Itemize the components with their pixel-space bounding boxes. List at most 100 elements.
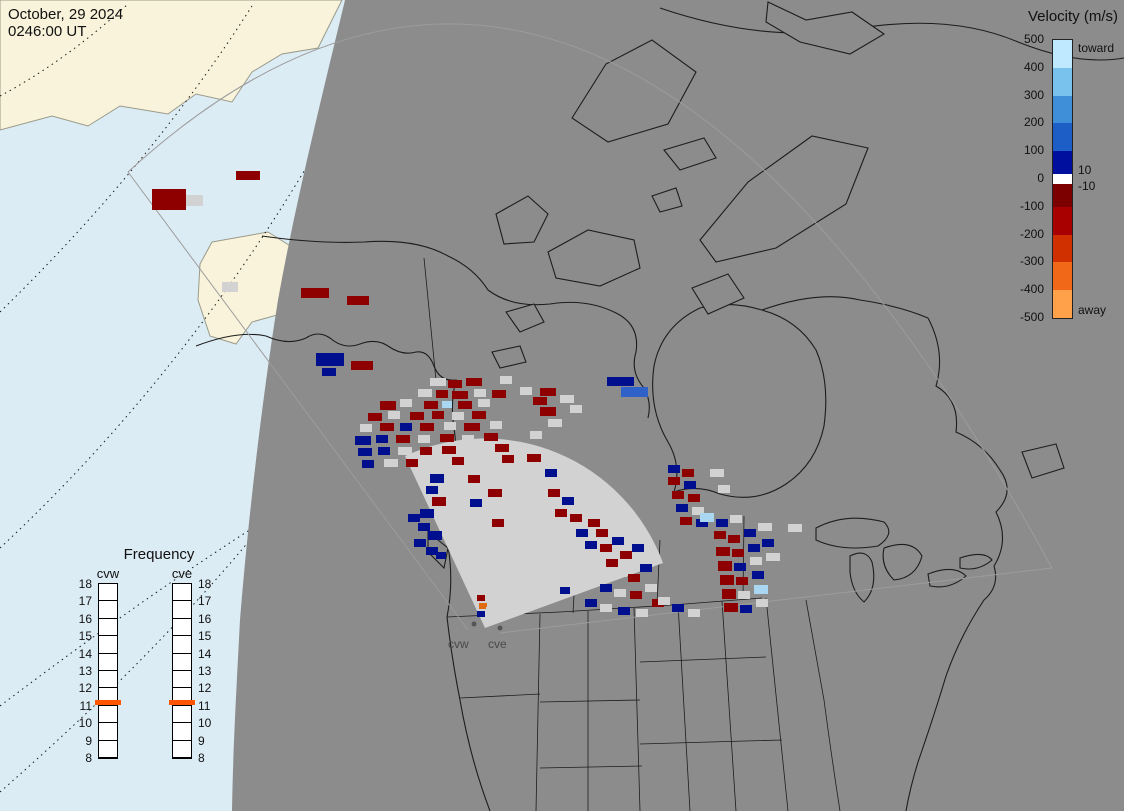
lake-huron	[882, 543, 923, 581]
province-border	[656, 539, 661, 606]
velocity-legend-title: Velocity (m/s)	[1027, 8, 1118, 25]
velocity-cell	[672, 604, 684, 612]
frequency-tick: 17	[78, 594, 92, 609]
velocity-cell	[452, 457, 464, 465]
velocity-cell	[486, 607, 494, 613]
velocity-cell	[728, 535, 740, 543]
victoria-island	[547, 229, 641, 287]
frequency-cell	[173, 619, 191, 637]
velocity-cell	[520, 387, 532, 395]
velocity-cell	[492, 519, 504, 527]
velocity-cell	[376, 435, 388, 443]
timestamp: October, 29 2024 0246:00 UT	[8, 6, 123, 40]
state-border	[459, 693, 541, 699]
frequency-tick: 14	[78, 646, 92, 661]
southampton-island	[691, 273, 745, 315]
velocity-cell	[684, 481, 696, 489]
velocity-cell	[380, 423, 394, 431]
velocity-cell	[738, 591, 750, 599]
fov-right-edge	[499, 567, 1053, 634]
velocity-cell	[758, 523, 772, 531]
velocity-cell	[716, 547, 730, 556]
velocity-cell	[495, 444, 509, 452]
velocity-cell	[410, 412, 424, 420]
velocity-cell	[442, 446, 456, 454]
velocity-cell	[682, 469, 694, 477]
frequency-cell	[173, 654, 191, 671]
colorbar-segment	[1053, 123, 1072, 152]
frequency-panel-title: Frequency	[123, 546, 195, 563]
velocity-cell	[540, 407, 556, 416]
baffin-island	[699, 135, 869, 263]
velocity-legend: Velocity (m/s) 500 400 300 200 100 0 -100 -200 -…	[950, 8, 1124, 331]
velocity-cell	[696, 519, 708, 527]
velocity-cell	[452, 479, 464, 487]
province-border	[423, 257, 437, 381]
velocity-cell	[466, 378, 482, 386]
velocity-cell	[448, 380, 462, 388]
frequency-marker	[169, 699, 195, 705]
frequency-tick: 18	[198, 577, 212, 591]
velocity-cell	[408, 514, 420, 522]
velocity-cell	[301, 288, 329, 298]
velocity-cell	[378, 447, 390, 455]
velocity-cell	[788, 524, 802, 532]
velocity-cell	[676, 504, 688, 512]
away-label: away	[1078, 303, 1107, 317]
velocity-cell	[645, 584, 657, 592]
colorbar-segment	[1053, 151, 1072, 174]
velocity-cell	[756, 599, 768, 607]
ellesmere-island	[571, 39, 697, 143]
velocity-cell	[380, 401, 396, 410]
velocity-ticks: 500 400 300 200 100 0 -100 -200 -300 -400 -500	[996, 32, 1048, 324]
velocity-cell	[668, 465, 680, 473]
velocity-cell	[558, 477, 570, 485]
velocity-cell	[600, 544, 612, 552]
velocity-cell	[585, 599, 597, 607]
lake-erie	[927, 568, 967, 588]
frequency-tick: 15	[198, 629, 212, 644]
velocity-cell	[688, 609, 700, 617]
date-label: October, 29 2024	[8, 6, 124, 23]
frequency-cell	[173, 584, 191, 602]
colorbar-segment	[1053, 173, 1072, 184]
velocity-cell	[560, 524, 572, 532]
ground-scatter-region	[405, 438, 663, 628]
velocity-cell	[452, 391, 468, 399]
velocity-cell	[152, 189, 186, 210]
islands-and-bays	[427, 1, 1065, 603]
velocity-cell	[718, 485, 730, 493]
velocity-cell	[400, 423, 412, 431]
velocity-cell	[700, 513, 714, 522]
velocity-cell	[636, 609, 648, 617]
velocity-cell	[502, 455, 514, 463]
colorbar-segment	[1053, 40, 1072, 68]
velocity-cell	[368, 413, 382, 421]
velocity-cell	[420, 447, 432, 455]
frequency-cell	[99, 584, 117, 602]
velocity-cell	[396, 435, 410, 443]
arctic-coast	[261, 235, 650, 419]
colorbar-segment	[1053, 95, 1072, 124]
velocity-cell	[592, 555, 604, 563]
velocity-cell	[672, 491, 684, 499]
velocity-cell	[414, 539, 426, 547]
velocity-tick: 500	[1023, 32, 1044, 46]
velocity-cell	[442, 401, 452, 408]
radar-fov-lines	[127, 23, 1053, 634]
velocity-cell	[545, 469, 557, 477]
velocity-cell	[732, 549, 744, 557]
velocity-tick: 400	[1023, 59, 1044, 74]
velocity-cell	[621, 387, 648, 397]
velocity-cell	[722, 589, 736, 599]
velocity-cell	[351, 361, 373, 370]
arctic-top-island	[765, 1, 886, 55]
velocity-cell	[398, 447, 412, 455]
velocity-cell	[632, 544, 644, 552]
velocity-cells-layer	[152, 171, 802, 617]
frequency-cell	[173, 636, 191, 654]
velocity-cell	[658, 597, 670, 605]
velocity-cell	[548, 419, 562, 427]
velocity-cell	[688, 494, 700, 502]
